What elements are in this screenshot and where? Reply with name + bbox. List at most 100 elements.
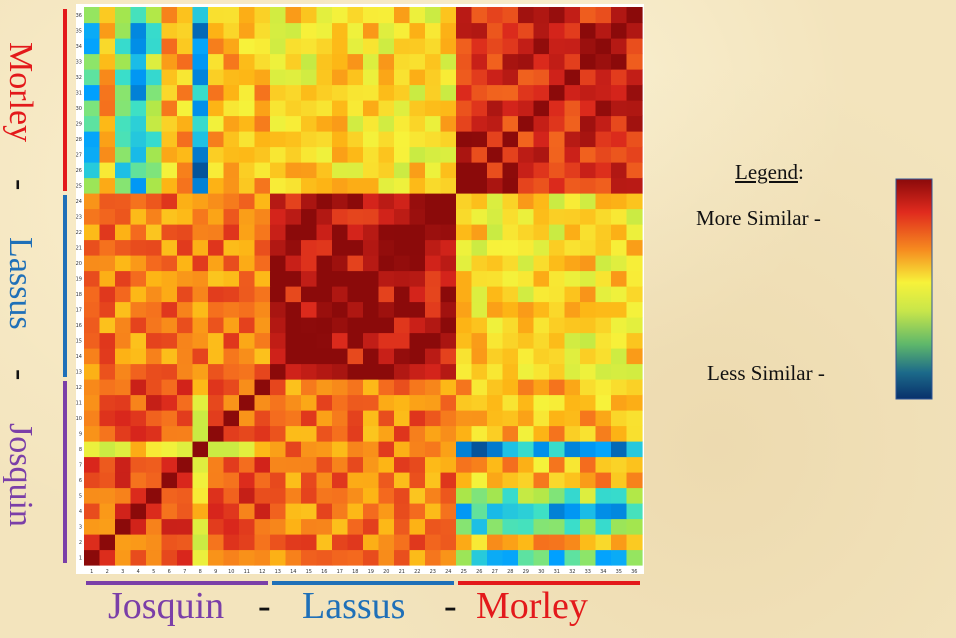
heatmap-cell xyxy=(378,425,395,442)
y-tick-label: 34 xyxy=(76,44,82,50)
heatmap-cell xyxy=(456,193,473,210)
heatmap-cell xyxy=(502,425,519,442)
heatmap-cell xyxy=(394,503,411,520)
heatmap-cell xyxy=(270,255,287,272)
heatmap-cell xyxy=(502,131,519,148)
heatmap-cell xyxy=(316,317,333,334)
heatmap-cell xyxy=(564,410,581,427)
heatmap-cell xyxy=(285,146,302,163)
heatmap-cell xyxy=(223,363,240,380)
heatmap-cell xyxy=(487,410,504,427)
heatmap-cell xyxy=(130,208,147,225)
heatmap-cell xyxy=(347,379,364,396)
heatmap-cell xyxy=(84,348,101,365)
x-tick-label: 6 xyxy=(168,569,171,575)
heatmap-cell xyxy=(270,53,287,70)
heatmap-cell xyxy=(580,456,597,473)
heatmap-cell xyxy=(177,270,194,287)
heatmap-cell xyxy=(595,425,612,442)
heatmap-cell xyxy=(533,239,550,256)
heatmap-cell xyxy=(285,394,302,411)
heatmap-cell xyxy=(223,332,240,349)
heatmap-cell xyxy=(456,131,473,148)
heatmap-cell xyxy=(301,22,318,39)
heatmap-cell xyxy=(208,224,225,241)
heatmap-cell xyxy=(254,84,271,101)
heatmap-cell xyxy=(239,146,256,163)
heatmap-cell xyxy=(332,363,349,380)
heatmap-cell xyxy=(115,503,132,520)
heatmap-cell xyxy=(301,472,318,489)
heatmap-cell xyxy=(177,38,194,55)
heatmap-cell xyxy=(208,162,225,179)
heatmap-cell xyxy=(239,38,256,55)
heatmap-cell xyxy=(440,162,457,179)
x-tick-label: 10 xyxy=(228,569,234,575)
heatmap-cell xyxy=(518,270,535,287)
heatmap-cell xyxy=(161,487,178,504)
heatmap-cell xyxy=(316,332,333,349)
heatmap-cell xyxy=(239,270,256,287)
heatmap-cell xyxy=(580,193,597,210)
heatmap-cell xyxy=(409,317,426,334)
heatmap-cell xyxy=(130,332,147,349)
heatmap-cell xyxy=(518,487,535,504)
y-tick-label: 4 xyxy=(79,509,82,515)
heatmap-cell xyxy=(223,177,240,194)
heatmap-cell xyxy=(471,162,488,179)
heatmap-cell xyxy=(394,193,411,210)
heatmap-cell xyxy=(130,503,147,520)
y-tick-label: 8 xyxy=(79,447,82,453)
x-tick-label: 36 xyxy=(631,569,637,575)
heatmap-cell xyxy=(409,7,426,24)
heatmap-cell xyxy=(347,487,364,504)
heatmap-cell xyxy=(471,534,488,551)
heatmap-cell xyxy=(502,472,519,489)
heatmap-cell xyxy=(285,193,302,210)
y-tick-label: 9 xyxy=(79,431,82,437)
heatmap-cell xyxy=(487,193,504,210)
heatmap-cell xyxy=(99,100,116,117)
heatmap-cell xyxy=(285,503,302,520)
heatmap-cell xyxy=(301,115,318,132)
heatmap-cell xyxy=(115,301,132,318)
x-group-label-josquin: Josquin xyxy=(108,585,225,627)
heatmap-cell xyxy=(254,100,271,117)
heatmap-cell xyxy=(549,177,566,194)
heatmap-cell xyxy=(611,177,628,194)
heatmap-cell xyxy=(239,162,256,179)
heatmap-cell xyxy=(564,317,581,334)
heatmap-cell xyxy=(409,224,426,241)
heatmap-cell xyxy=(347,208,364,225)
heatmap-cell xyxy=(456,410,473,427)
heatmap-cell xyxy=(378,146,395,163)
heatmap-cell xyxy=(487,38,504,55)
heatmap-cell xyxy=(223,456,240,473)
heatmap-cell xyxy=(564,162,581,179)
heatmap-cell xyxy=(332,177,349,194)
heatmap-cell xyxy=(99,53,116,70)
heatmap-cell xyxy=(394,224,411,241)
heatmap-cell xyxy=(611,286,628,303)
heatmap-cell xyxy=(223,224,240,241)
heatmap-cell xyxy=(115,487,132,504)
heatmap-cell xyxy=(161,286,178,303)
heatmap-cell xyxy=(518,456,535,473)
heatmap-cell xyxy=(270,456,287,473)
heatmap-cell xyxy=(192,472,209,489)
heatmap-cell xyxy=(425,100,442,117)
heatmap-cell xyxy=(316,363,333,380)
heatmap-cell xyxy=(130,115,147,132)
heatmap-cell xyxy=(378,301,395,318)
heatmap-cell xyxy=(285,177,302,194)
heatmap-cell xyxy=(502,162,519,179)
heatmap-cell xyxy=(409,146,426,163)
heatmap-cell xyxy=(533,348,550,365)
heatmap-cell xyxy=(146,270,163,287)
heatmap-cell xyxy=(595,270,612,287)
heatmap-cell xyxy=(161,255,178,272)
heatmap-cell xyxy=(239,518,256,535)
heatmap-cell xyxy=(487,255,504,272)
heatmap-cell xyxy=(146,239,163,256)
heatmap-cell xyxy=(378,394,395,411)
